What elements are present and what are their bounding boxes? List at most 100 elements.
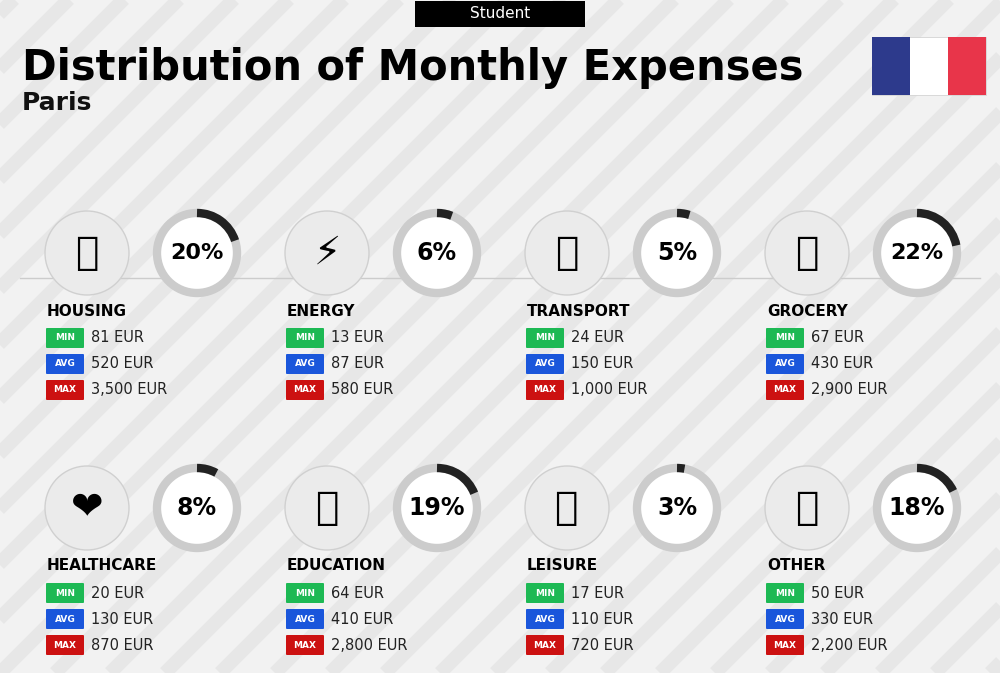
Circle shape	[765, 466, 849, 550]
Text: OTHER: OTHER	[767, 559, 825, 573]
Circle shape	[157, 468, 237, 548]
FancyBboxPatch shape	[46, 583, 84, 603]
Circle shape	[45, 466, 129, 550]
Text: 87 EUR: 87 EUR	[331, 357, 384, 371]
Text: MAX: MAX	[54, 386, 76, 394]
Text: AVG: AVG	[295, 359, 315, 369]
Text: ❤️: ❤️	[71, 489, 103, 527]
FancyBboxPatch shape	[766, 635, 804, 655]
FancyBboxPatch shape	[526, 583, 564, 603]
FancyBboxPatch shape	[46, 609, 84, 629]
FancyBboxPatch shape	[526, 635, 564, 655]
Circle shape	[157, 213, 237, 293]
Text: MIN: MIN	[535, 588, 555, 598]
FancyBboxPatch shape	[286, 380, 324, 400]
Text: 110 EUR: 110 EUR	[571, 612, 633, 627]
Text: ⚡: ⚡	[313, 234, 341, 272]
Text: 150 EUR: 150 EUR	[571, 357, 633, 371]
Text: 67 EUR: 67 EUR	[811, 330, 864, 345]
Text: MIN: MIN	[295, 334, 315, 343]
Text: EDUCATION: EDUCATION	[287, 559, 386, 573]
Text: AVG: AVG	[775, 359, 795, 369]
FancyBboxPatch shape	[526, 380, 564, 400]
Text: 20 EUR: 20 EUR	[91, 586, 144, 600]
Text: 2,200 EUR: 2,200 EUR	[811, 637, 888, 653]
FancyBboxPatch shape	[766, 583, 804, 603]
Text: Student: Student	[470, 7, 530, 22]
Circle shape	[397, 213, 477, 293]
FancyBboxPatch shape	[766, 354, 804, 374]
Text: 20%: 20%	[170, 243, 224, 263]
FancyBboxPatch shape	[46, 328, 84, 348]
Text: 8%: 8%	[177, 496, 217, 520]
Text: AVG: AVG	[55, 614, 75, 623]
Text: GROCERY: GROCERY	[767, 304, 848, 318]
Text: 130 EUR: 130 EUR	[91, 612, 153, 627]
Text: HOUSING: HOUSING	[47, 304, 127, 318]
FancyBboxPatch shape	[766, 380, 804, 400]
Text: MAX: MAX	[294, 386, 316, 394]
Circle shape	[877, 213, 957, 293]
Text: 2,900 EUR: 2,900 EUR	[811, 382, 888, 398]
Text: 24 EUR: 24 EUR	[571, 330, 624, 345]
Circle shape	[525, 466, 609, 550]
Text: Paris: Paris	[22, 91, 92, 115]
Text: 🛍️: 🛍️	[555, 489, 579, 527]
Text: AVG: AVG	[535, 359, 555, 369]
FancyBboxPatch shape	[415, 1, 585, 27]
Text: MAX: MAX	[294, 641, 316, 649]
FancyBboxPatch shape	[286, 328, 324, 348]
Text: 18%: 18%	[889, 496, 945, 520]
Circle shape	[637, 213, 717, 293]
Text: MAX: MAX	[774, 641, 796, 649]
FancyBboxPatch shape	[286, 354, 324, 374]
Circle shape	[285, 211, 369, 295]
Text: 🏢: 🏢	[75, 234, 99, 272]
Text: 2,800 EUR: 2,800 EUR	[331, 637, 408, 653]
Text: 1,000 EUR: 1,000 EUR	[571, 382, 648, 398]
FancyBboxPatch shape	[766, 609, 804, 629]
Text: MAX: MAX	[534, 641, 556, 649]
Text: MAX: MAX	[534, 386, 556, 394]
Text: MIN: MIN	[775, 588, 795, 598]
FancyBboxPatch shape	[948, 37, 986, 95]
Text: 👜: 👜	[795, 489, 819, 527]
Text: 430 EUR: 430 EUR	[811, 357, 873, 371]
Text: 3%: 3%	[657, 496, 697, 520]
FancyBboxPatch shape	[46, 354, 84, 374]
FancyBboxPatch shape	[766, 328, 804, 348]
FancyBboxPatch shape	[526, 328, 564, 348]
Text: MAX: MAX	[54, 641, 76, 649]
Text: AVG: AVG	[295, 614, 315, 623]
Text: MIN: MIN	[55, 588, 75, 598]
Text: MIN: MIN	[775, 334, 795, 343]
Text: AVG: AVG	[535, 614, 555, 623]
Text: 17 EUR: 17 EUR	[571, 586, 624, 600]
Text: 580 EUR: 580 EUR	[331, 382, 393, 398]
Circle shape	[45, 211, 129, 295]
Text: 6%: 6%	[417, 241, 457, 265]
Text: 19%: 19%	[409, 496, 465, 520]
Circle shape	[285, 466, 369, 550]
Text: 64 EUR: 64 EUR	[331, 586, 384, 600]
FancyBboxPatch shape	[526, 609, 564, 629]
Circle shape	[637, 468, 717, 548]
FancyBboxPatch shape	[526, 354, 564, 374]
Text: AVG: AVG	[55, 359, 75, 369]
Text: 🎓: 🎓	[315, 489, 339, 527]
Text: ENERGY: ENERGY	[287, 304, 356, 318]
Circle shape	[397, 468, 477, 548]
Text: 3,500 EUR: 3,500 EUR	[91, 382, 167, 398]
Text: MAX: MAX	[774, 386, 796, 394]
Text: 13 EUR: 13 EUR	[331, 330, 384, 345]
Text: AVG: AVG	[775, 614, 795, 623]
Text: TRANSPORT: TRANSPORT	[527, 304, 631, 318]
Text: 🚌: 🚌	[555, 234, 579, 272]
Text: Distribution of Monthly Expenses: Distribution of Monthly Expenses	[22, 47, 804, 89]
Text: 410 EUR: 410 EUR	[331, 612, 393, 627]
Circle shape	[525, 211, 609, 295]
FancyBboxPatch shape	[872, 37, 986, 95]
Text: 330 EUR: 330 EUR	[811, 612, 873, 627]
Text: MIN: MIN	[295, 588, 315, 598]
Text: 720 EUR: 720 EUR	[571, 637, 634, 653]
